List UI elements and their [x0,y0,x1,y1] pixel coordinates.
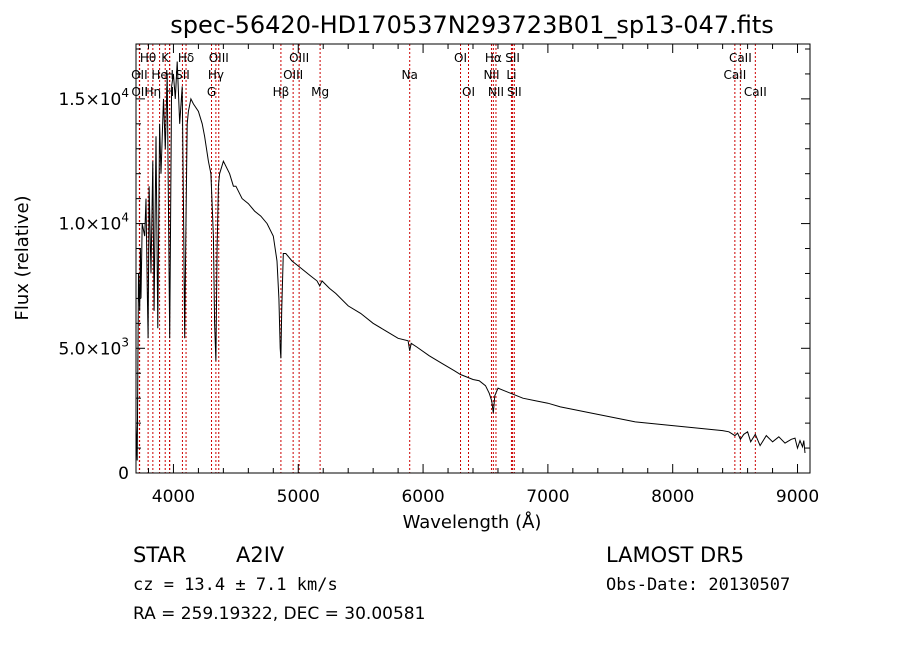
line-label: Hη [145,85,162,99]
x-tick-label: 9000 [776,487,819,507]
line-label: SII [505,51,520,65]
x-tick-label: 6000 [401,487,444,507]
y-tick-exponent: 4 [121,211,129,225]
y-tick-mantissa: 5.0×10 [58,339,121,359]
line-label: Hγ [208,68,224,82]
line-label: Li [506,68,516,82]
line-label: CaII [729,51,752,65]
coordinates: RA = 259.19322, DEC = 30.00581 [133,604,425,624]
line-label: OIII [289,51,309,65]
y-tick-label: 0 [118,464,129,484]
object-type: STAR [133,543,186,567]
line-label: Mg [311,85,329,99]
y-tick-label: 5.0×103 [58,335,129,359]
line-label: Hβ [273,85,290,99]
line-label: SII [507,85,522,99]
line-label: NII [488,85,504,99]
x-tick-label: 7000 [526,487,569,507]
line-label: SII [175,68,190,82]
observation-date: Obs-Date: 20130507 [606,575,790,595]
spectral-subclass: A2IV [236,543,285,567]
y-tick-label: 1.0×104 [58,211,129,235]
line-label: Hα [485,51,502,65]
line-label: NII [483,68,499,82]
survey-name: LAMOST DR5 [606,543,744,567]
line-label: OIII [209,51,229,65]
y-tick-exponent: 3 [121,335,129,349]
y-tick-label: 1.5×104 [58,86,129,110]
line-label: G [207,85,216,99]
y-tick-mantissa: 0 [118,464,129,484]
line-label: OII [131,85,148,99]
y-tick-exponent: 4 [121,86,129,100]
x-axis: 4000 5000 6000 7000 8000 9000 [147,44,819,507]
line-label: Hδ [178,51,194,65]
line-label: OII [131,68,148,82]
y-axis-label: Flux (relative) [12,195,33,320]
y-tick-mantissa: 1.0×10 [58,215,121,235]
emission-line-markers [138,44,756,473]
chart-title: spec-56420-HD170537N293723B01_sp13-047.f… [170,11,774,39]
line-label: H [165,68,174,82]
x-axis-label: Wavelength (Å) [403,511,542,533]
line-label: CaII [744,85,767,99]
line-label: K [161,51,170,65]
x-tick-label: 5000 [277,487,320,507]
x-tick-label: 4000 [152,487,195,507]
line-label: OIII [283,68,303,82]
line-label: CaII [723,68,746,82]
y-tick-mantissa: 1.5×10 [58,90,121,110]
redshift-cz: cz = 13.4 ± 7.1 km/s [133,575,338,595]
line-label: OI [454,51,467,65]
line-label: H [165,85,174,99]
line-label: He [151,68,167,82]
line-label: OI [462,85,475,99]
spectrum-line [135,61,806,461]
plot-frame [135,43,811,474]
line-label: Na [402,68,418,82]
line-label: Hθ [140,51,156,65]
x-tick-label: 8000 [651,487,694,507]
